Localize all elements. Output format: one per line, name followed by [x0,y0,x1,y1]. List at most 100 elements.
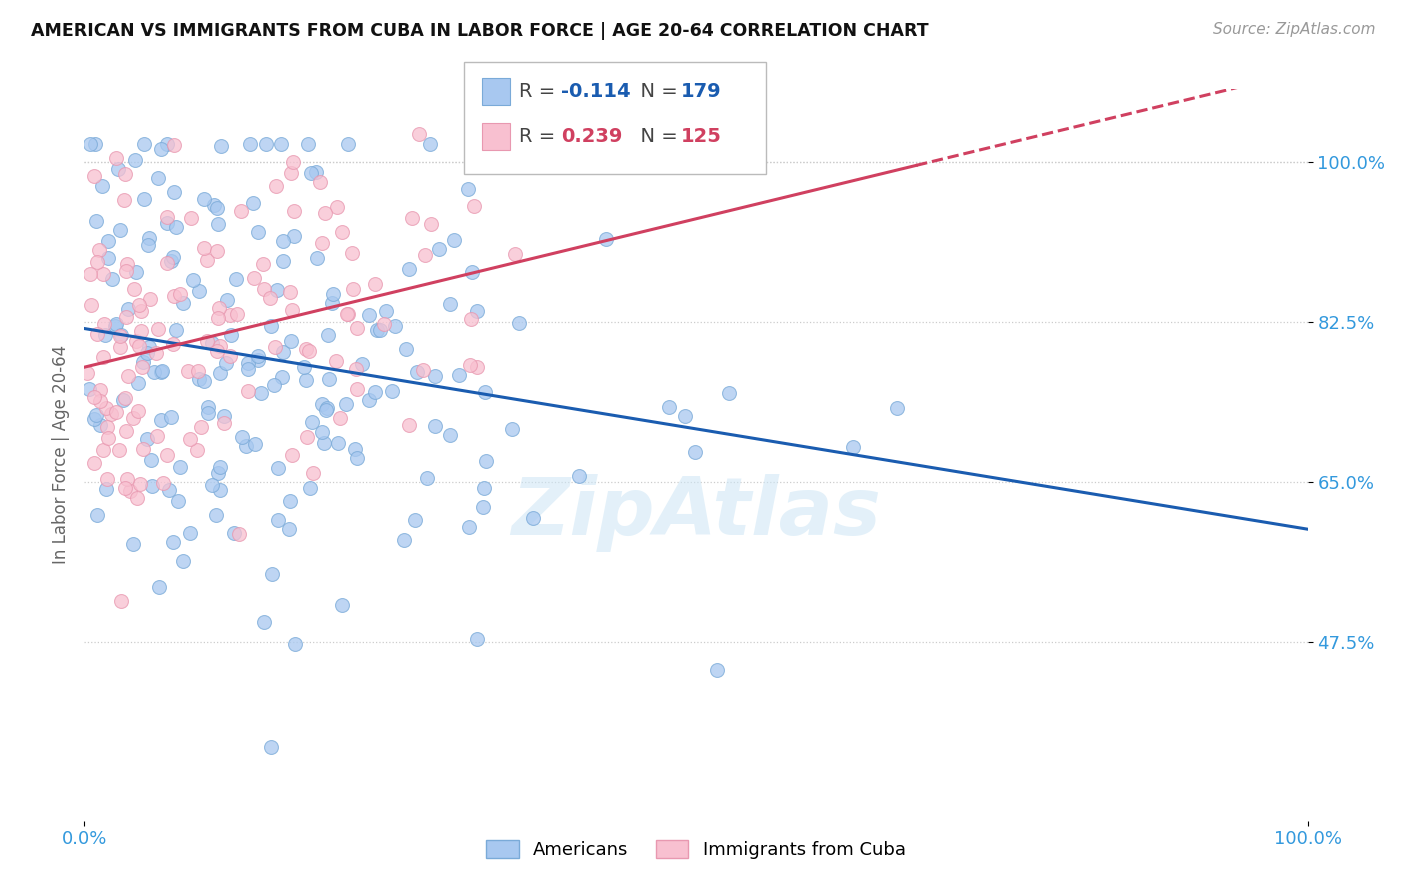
Point [463,198,485,212]
Point [297,136,319,151]
Point [86,254,108,268]
Point [132,136,155,151]
Point [673,409,696,423]
Point [115,472,138,486]
Point [343,442,366,456]
Point [308,175,330,189]
Point [330,599,353,613]
Point [264,340,287,354]
Point [329,410,352,425]
Point [283,228,305,243]
Point [169,286,191,301]
Point [312,436,335,450]
Point [84,214,107,228]
Point [253,615,276,629]
Point [83,169,105,184]
Point [408,127,430,141]
Point [114,391,136,405]
Point [146,322,169,336]
Point [231,430,253,444]
Point [97,431,120,445]
Point [401,211,423,225]
Point [96,420,118,434]
Point [167,494,190,508]
Text: 179: 179 [681,82,721,102]
Point [156,136,179,151]
Point [439,428,461,442]
Point [209,139,232,153]
Point [128,298,150,312]
Point [278,494,301,508]
Point [465,304,488,318]
Point [236,362,259,376]
Text: ZipAtlas: ZipAtlas [510,475,882,552]
Point [281,155,304,169]
Point [93,351,115,365]
Point [131,359,153,374]
Point [447,368,470,382]
Text: R =: R = [519,127,561,146]
Point [208,366,231,380]
Point [416,471,439,485]
Point [93,317,115,331]
Point [108,443,131,458]
Point [195,253,218,268]
Point [124,153,146,167]
Point [305,251,328,265]
Point [328,435,350,450]
Point [886,401,908,416]
Legend: Americans, Immigrants from Cuba: Americans, Immigrants from Cuba [479,832,912,866]
Point [219,349,242,363]
Point [135,346,157,360]
Point [207,217,229,231]
Point [346,451,368,466]
Point [394,533,416,548]
Point [125,265,148,279]
Point [266,284,288,298]
Point [250,386,273,401]
Point [280,166,302,180]
Point [149,142,172,156]
Point [311,397,333,411]
Point [373,317,395,331]
Point [156,216,179,230]
Point [271,235,294,249]
Y-axis label: In Labor Force | Age 20-64: In Labor Force | Age 20-64 [52,345,70,565]
Point [208,301,231,315]
Point [163,289,186,303]
Point [326,200,349,214]
Point [169,459,191,474]
Point [336,136,359,151]
Text: N =: N = [628,127,685,146]
Point [243,437,266,451]
Point [284,637,307,651]
Point [157,483,180,498]
Point [193,374,215,388]
Point [221,327,243,342]
Point [104,319,127,334]
Point [186,443,208,458]
Point [100,271,122,285]
Point [260,739,283,754]
Point [97,252,120,266]
Point [79,298,101,312]
Text: R =: R = [519,82,561,102]
Point [202,198,225,212]
Point [305,165,328,179]
Point [110,594,132,608]
Point [107,162,129,177]
Point [474,385,496,400]
Point [368,323,391,337]
Point [404,513,426,527]
Point [86,326,108,341]
Point [117,302,139,317]
Point [226,307,249,321]
Point [315,403,337,417]
Point [100,407,122,421]
Point [398,262,420,277]
Point [156,256,179,270]
Point [117,368,139,383]
Point [398,417,420,432]
Point [683,445,706,459]
Point [254,136,277,151]
